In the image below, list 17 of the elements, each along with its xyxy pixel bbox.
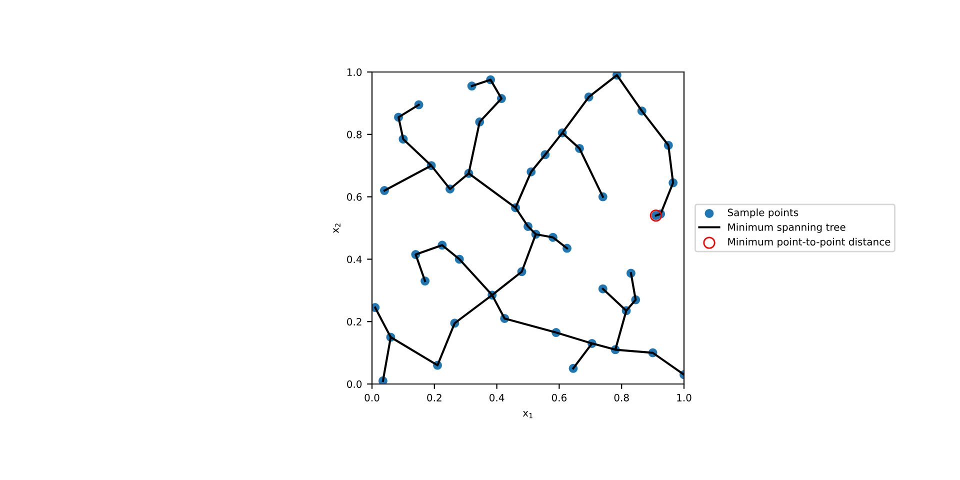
x-tick-label: 0.2 [427,394,442,402]
y-tick-label: 1.0 [347,68,362,76]
x-tick-label: 0.4 [490,394,504,402]
y-tick-label: 0.2 [347,318,362,326]
legend-label: Minimum spanning tree [728,223,846,233]
x-tick-label: 1.0 [677,394,692,402]
x-axis-title: x$_{1}$ [522,411,532,418]
legend-label: Sample points [728,208,798,218]
y-tick-label: 0.8 [347,130,362,138]
legend-label: Minimum point-to-point distance [728,238,890,248]
x-tick-label: 0.8 [614,394,629,402]
y-tick-label: 0.0 [347,380,362,388]
y-tick-label: 0.6 [347,193,362,201]
x-tick-label: 0.6 [552,394,567,402]
x-tick-label: 0.0 [364,394,380,402]
y-axis-title: x$_{2}$ [333,224,340,234]
y-tick-label: 0.4 [347,256,362,264]
